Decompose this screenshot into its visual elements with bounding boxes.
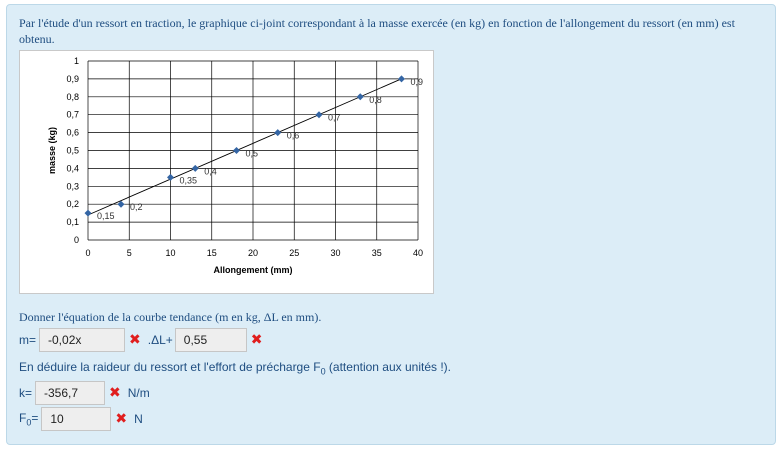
data-label: 0,8	[369, 95, 382, 105]
data-point	[167, 173, 174, 181]
x-axis-label: Allongement (mm)	[213, 265, 292, 275]
k-input[interactable]: -356,7	[35, 381, 106, 405]
y-tick-label: 1	[74, 56, 79, 66]
data-label: 0,35	[180, 175, 198, 185]
m-equation-row: m= -0,02x ✖ .ΔL+ 0,55 ✖	[19, 327, 270, 353]
x-tick-label: 20	[248, 248, 258, 258]
question-stiffness: En déduire la raideur du ressort et l'ef…	[19, 360, 451, 376]
data-label: 0,6	[287, 131, 300, 141]
intro-text: Par l'étude d'un ressort en traction, le…	[19, 16, 735, 46]
y-tick-label: 0,1	[66, 217, 79, 227]
x-tick-label: 0	[85, 248, 90, 258]
y-tick-label: 0,9	[66, 74, 79, 84]
intercept-wrong-icon: ✖	[250, 332, 263, 348]
question-trendline: Donner l'équation de la courbe tendance …	[19, 310, 322, 324]
data-label: 0,15	[97, 211, 115, 221]
data-point	[398, 75, 405, 83]
question2-suffix: (attention aux unités !).	[325, 360, 451, 374]
slope-input[interactable]: -0,02x	[39, 328, 126, 352]
f0-input[interactable]: 10	[41, 407, 112, 431]
data-label: 0,9	[411, 77, 424, 87]
data-point	[274, 129, 282, 137]
y-tick-label: 0,4	[66, 163, 79, 173]
f0-wrong-icon: ✖	[115, 411, 128, 427]
f0-label: F0=	[19, 411, 38, 427]
x-tick-label: 25	[289, 248, 299, 258]
k-row: k= -356,7 ✖ N/m	[19, 380, 150, 406]
trendline	[87, 78, 402, 216]
question2-prefix: En déduire la raideur du ressort et l'ef…	[19, 360, 321, 374]
x-tick-label: 30	[330, 248, 340, 258]
scatter-chart: 00,10,20,30,40,50,60,70,80,910 5 10 15 20 25 3…	[47, 56, 424, 275]
data-point	[315, 111, 323, 119]
y-tick-label: 0,2	[66, 199, 79, 209]
x-tick-label: 15	[207, 248, 217, 258]
f0-label-eq: =	[31, 410, 39, 425]
y-tick-label: 0,6	[66, 128, 79, 138]
y-tick-label: 0,8	[66, 92, 79, 102]
chart-container: 0 0,1 0,2 0,3 0,4 0,5 0,6 0,7 0,8 0,9 1 0 5 10 15 20 25 3…	[19, 50, 434, 294]
x-tick-label: 35	[372, 248, 382, 258]
data-label: 0,2	[130, 202, 143, 212]
question-panel: Par l'étude d'un ressort en traction, le…	[6, 4, 776, 445]
y-tick-label: 0,7	[66, 110, 79, 120]
f0-label-main: F	[19, 410, 27, 425]
y-tick-label: 0,3	[66, 181, 79, 191]
y-tick-label: 0	[74, 235, 79, 245]
intercept-input[interactable]: 0,55	[174, 328, 247, 352]
x-tick-label: 5	[127, 248, 132, 258]
data-point	[356, 93, 364, 101]
m-label: m=	[19, 333, 37, 347]
x-tick-label: 40	[413, 248, 423, 258]
data-point	[84, 209, 92, 217]
question2-sub: 0	[320, 366, 326, 377]
x-tick-label: 10	[165, 248, 175, 258]
delta-l-label: .ΔL+	[147, 333, 173, 347]
data-label: 0,7	[328, 113, 341, 123]
data-point	[117, 200, 125, 208]
slope-wrong-icon: ✖	[129, 332, 141, 348]
k-unit: N/m	[127, 386, 150, 400]
y-tick-label: 0,5	[66, 146, 79, 156]
data-point	[191, 164, 199, 172]
y-axis-label: masse (kg)	[47, 127, 57, 174]
data-label: 0,4	[204, 166, 217, 176]
f0-label-sub: 0	[26, 417, 32, 428]
data-point	[233, 147, 240, 154]
f0-unit: N	[134, 412, 143, 426]
data-label: 0,5	[246, 149, 259, 159]
f0-row: F0= 10 ✖ N	[19, 406, 143, 432]
k-wrong-icon: ✖	[109, 385, 121, 401]
k-label: k=	[19, 386, 33, 400]
